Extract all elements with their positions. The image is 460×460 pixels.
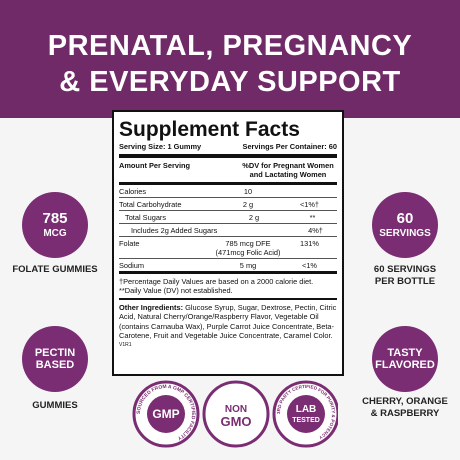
feature-circle: 785 MCG bbox=[22, 192, 88, 258]
column-header: Amount Per Serving %DV for Pregnant Wome… bbox=[119, 158, 337, 182]
amount: 2 g bbox=[248, 212, 260, 222]
ingredients-text: Glucose Syrup, Sugar, Dextrose, Pectin, … bbox=[119, 303, 337, 340]
circle-text: TASTY bbox=[387, 346, 423, 359]
daily-value: 131% bbox=[300, 238, 319, 248]
feature-circle: TASTY FLAVORED bbox=[372, 326, 438, 392]
feature-circle: 60 SERVINGS bbox=[372, 192, 438, 258]
badge-core bbox=[287, 395, 325, 433]
circle-text: FLAVORED bbox=[375, 359, 435, 371]
daily-value: <1%† bbox=[299, 199, 320, 209]
daily-value: ** bbox=[309, 212, 316, 222]
caption-line: 60 SERVINGS bbox=[373, 264, 437, 275]
nutrient: Calories bbox=[119, 186, 147, 196]
facts-row: Folate 785 mcg DFE (471mcg Folic Acid) 131… bbox=[119, 236, 337, 258]
footnote: †Percentage Daily Values are based on a … bbox=[119, 277, 314, 286]
caption-line: & RASPBERRY bbox=[370, 407, 440, 419]
panel-title: Supplement Facts bbox=[119, 118, 300, 141]
badge-main: GMO bbox=[220, 414, 251, 429]
feature-caption: CHERRY, ORANGE & RASPBERRY bbox=[350, 396, 460, 420]
badges: SOURCED FROM A GMP CERTIFIED FACILITY GM… bbox=[132, 380, 338, 448]
title: & EVERYDAY SUPPORT bbox=[59, 66, 401, 98]
divider bbox=[119, 182, 337, 185]
ingredients-label: Other Ingredients: bbox=[119, 303, 184, 312]
nutrient: Sodium bbox=[119, 260, 145, 270]
badge-main: GMP bbox=[152, 407, 179, 421]
badge-main: TESTED bbox=[292, 417, 320, 424]
caption-line: CHERRY, ORANGE bbox=[362, 396, 448, 407]
facts-row: Calories 10 bbox=[119, 185, 337, 197]
ingredients: Other Ingredients: Glucose Syrup, Sugar,… bbox=[119, 300, 337, 340]
daily-value: <1% bbox=[302, 260, 317, 270]
circle-text: BASED bbox=[35, 359, 75, 371]
facts-row: Includes 2g Added Sugars 4%† bbox=[119, 223, 337, 236]
daily-value: 4%† bbox=[308, 225, 323, 235]
feature-circle: PECTIN BASED bbox=[22, 326, 88, 392]
facts-row: Total Carbohydrate 2 g <1%† bbox=[119, 197, 337, 210]
badge-core bbox=[147, 395, 185, 433]
circle-text: PECTIN bbox=[34, 346, 76, 359]
supplement-facts: Supplement Facts Serving Size: 1 Gummy S… bbox=[112, 110, 344, 376]
circle-text: 60 bbox=[396, 210, 414, 228]
footnotes: †Percentage Daily Values are based on a … bbox=[119, 274, 337, 298]
divider bbox=[119, 298, 337, 300]
nutrient: Folate bbox=[119, 238, 140, 248]
servings-per-container: Servings Per Container: 60 bbox=[242, 142, 337, 151]
circle-text: SERVINGS bbox=[379, 227, 431, 239]
amount: 10 bbox=[243, 186, 253, 196]
nutrient: Total Carbohydrate bbox=[119, 199, 182, 209]
version: V1R1 bbox=[119, 342, 132, 348]
dv-cell bbox=[282, 187, 337, 196]
nutrient: Includes 2g Added Sugars bbox=[131, 225, 218, 235]
footnote: **Daily Value (DV) not established. bbox=[119, 286, 233, 295]
feature-caption: 60 SERVINGS PER BOTTLE bbox=[350, 264, 460, 288]
header-band bbox=[0, 0, 460, 118]
facts-row: Sodium 5 mg <1% bbox=[119, 258, 337, 271]
amount: 5 mg bbox=[239, 260, 257, 270]
serving-info: Serving Size: 1 Gummy Servings Per Conta… bbox=[119, 142, 337, 158]
nutrient: Total Sugars bbox=[125, 212, 167, 222]
title: PRENATAL, PREGNANCY bbox=[47, 30, 413, 62]
column-dv: %DV for Pregnant Women and Lactating Wom… bbox=[242, 161, 334, 179]
column-amount: Amount Per Serving bbox=[119, 161, 191, 170]
circle-text: MCG bbox=[43, 227, 67, 239]
badge-main: LAB bbox=[296, 404, 317, 415]
serving-size: Serving Size: 1 Gummy bbox=[119, 142, 202, 151]
feature-caption: GUMMIES bbox=[32, 400, 78, 411]
divider bbox=[119, 271, 337, 274]
facts-row: Total Sugars 2 g ** bbox=[119, 210, 337, 223]
amount-cell bbox=[226, 226, 294, 235]
amount: 785 mcg DFE (471mcg Folic Acid) bbox=[215, 238, 281, 257]
amount: 2 g bbox=[242, 199, 254, 209]
circle-text: 785 bbox=[42, 210, 68, 228]
badge-ring bbox=[202, 380, 270, 448]
rows: Calories 10 Total Carbohydrate 2 g <1%† Total… bbox=[119, 185, 337, 271]
feature-caption: FOLATE GUMMIES bbox=[12, 264, 98, 275]
caption-line: PER BOTTLE bbox=[374, 275, 436, 287]
badge-main: NON bbox=[225, 404, 247, 415]
